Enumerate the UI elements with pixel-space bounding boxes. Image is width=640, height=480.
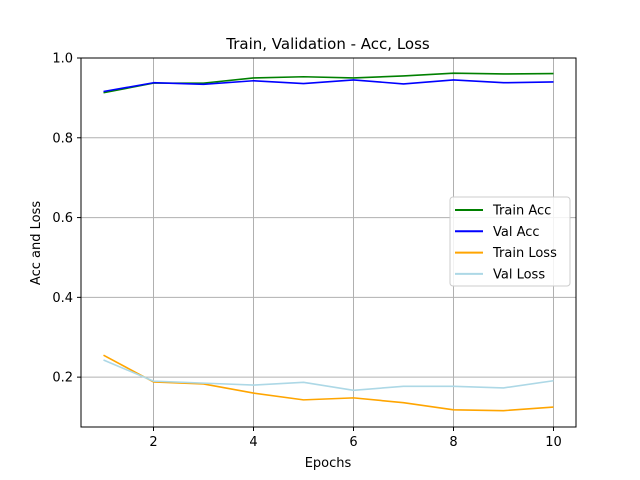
legend-label-train-loss: Train Loss	[492, 246, 557, 261]
legend: Train Acc Val Acc Train Loss Val Loss	[449, 196, 571, 287]
y-tick-label: 1.0	[52, 52, 73, 67]
y-axis-label: Acc and Loss	[29, 201, 44, 285]
val-acc-line	[103, 79, 554, 93]
legend-label-val-acc: Val Acc	[493, 225, 540, 240]
x-tick-label: 8	[449, 435, 457, 450]
y-tick-label: 0.8	[52, 131, 73, 146]
series-lines	[103, 72, 554, 412]
x-tick-label: 6	[349, 435, 357, 450]
legend-label-val-loss: Val Loss	[493, 267, 545, 282]
x-tick-label: 10	[545, 435, 562, 450]
y-tick-label: 0.6	[52, 211, 73, 226]
y-tick-label: 0.2	[52, 371, 73, 386]
x-tick-label: 2	[149, 435, 157, 450]
y-tick-label: 0.4	[52, 291, 73, 306]
legend-box	[449, 196, 571, 287]
x-axis-label: Epochs	[305, 456, 352, 471]
val-loss-line	[103, 359, 554, 392]
legend-label-train-acc: Train Acc	[492, 204, 551, 219]
plot-frame	[80, 57, 577, 428]
axis-ticks: 2 4 6 8 10 0.2 0.4 0.6 0.8 1.0	[52, 52, 561, 451]
chart-title: Train, Validation - Acc, Loss	[225, 35, 430, 53]
x-tick-label: 4	[249, 435, 257, 450]
